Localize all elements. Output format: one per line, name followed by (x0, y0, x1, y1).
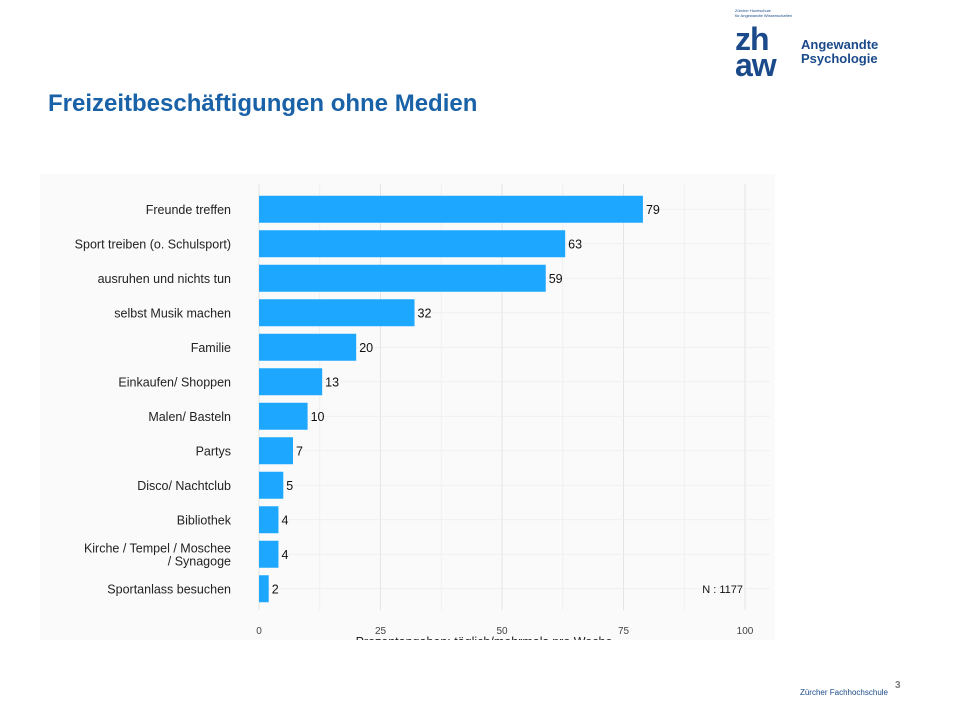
data-label: 13 (325, 375, 339, 389)
data-label: 7 (296, 444, 303, 458)
data-label: 59 (549, 272, 563, 286)
data-label: 20 (359, 341, 373, 355)
logo-mark-line-2: aw (735, 47, 777, 83)
logo-name-line-2: Psychologie (801, 51, 878, 66)
footer-institution: Zürcher Fachhochschule (799, 688, 888, 697)
x-tick-label: 100 (737, 626, 754, 637)
x-tick-label: 25 (375, 626, 387, 637)
bar (259, 230, 566, 258)
bar (259, 506, 279, 534)
category-label: Kirche / Tempel / Moschee (84, 541, 231, 555)
bar (259, 299, 415, 327)
chart-panel: 79 Freunde treffen 63 Sport treiben (o. Sch… (40, 174, 775, 640)
bar (259, 575, 269, 603)
data-label: 2 (272, 582, 279, 596)
zhaw-logo: Zürcher Hochschule für Angewandte Wissen… (735, 8, 935, 88)
bar (259, 264, 546, 292)
bar (259, 471, 284, 499)
logo-small-line-1: Zürcher Hochschule (735, 8, 771, 13)
data-label: 4 (281, 548, 288, 562)
category-label: Sport treiben (o. Schulsport) (75, 237, 231, 251)
logo-name-line-1: Angewandte (801, 37, 879, 52)
category-label: Freunde treffen (146, 203, 231, 217)
x-tick-label: 75 (618, 626, 630, 637)
x-tick-label: 0 (256, 626, 262, 637)
x-axis-title: Prozentangaben: täglich/mehrmals pro Woc… (356, 635, 613, 640)
bar (259, 437, 294, 465)
category-label: Malen/ Basteln (148, 410, 231, 424)
logo-mark: zh aw (735, 21, 795, 86)
x-tick-label: 50 (496, 626, 508, 637)
data-label: 5 (286, 479, 293, 493)
category-label: Familie (191, 341, 231, 355)
category-label: Disco/ Nachtclub (137, 479, 231, 493)
logo-name: Angewandte Psychologie (801, 38, 878, 66)
slide-title: Freizeitbeschäftigungen ohne Medien (48, 90, 478, 117)
category-label: ausruhen und nichts tun (98, 272, 231, 286)
data-label: 79 (646, 203, 660, 217)
data-label: 10 (311, 410, 325, 424)
data-label: 32 (418, 306, 432, 320)
category-label: Sportanlass besuchen (107, 582, 231, 596)
logo-small-line-2: für Angewandte Wissenschaften (735, 13, 793, 18)
category-label: Einkaufen/ Shoppen (118, 375, 231, 389)
data-label: 63 (568, 237, 582, 251)
category-label: Partys (196, 444, 231, 458)
bar (259, 333, 357, 361)
category-label: selbst Musik machen (114, 306, 231, 320)
category-label: Bibliothek (177, 513, 232, 527)
bar (259, 368, 323, 396)
data-label: 4 (281, 513, 288, 527)
category-label: / Synagoge (168, 554, 231, 568)
bar-chart: 79 Freunde treffen 63 Sport treiben (o. Sch… (75, 184, 770, 640)
bar (259, 540, 279, 568)
logo-mark-line-1: zh (735, 21, 770, 57)
sample-size-annotation: N : 1177 (702, 584, 743, 596)
bar (259, 195, 643, 223)
bar (259, 402, 308, 430)
page-number: 3 (895, 680, 901, 691)
